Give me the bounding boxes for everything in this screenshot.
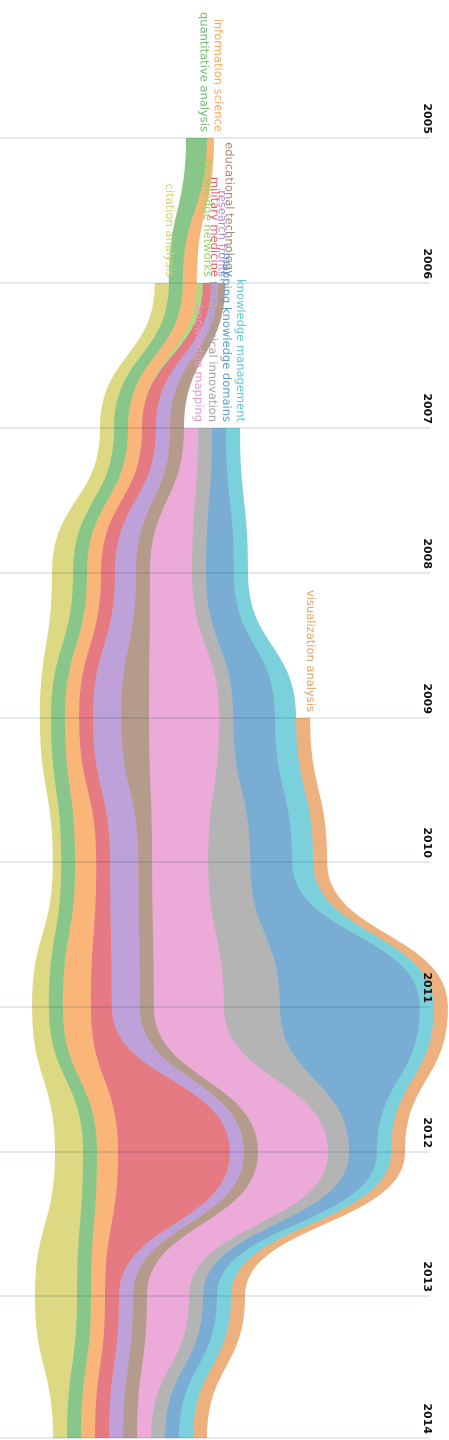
year-tick-label: 2010 xyxy=(421,827,434,858)
stream-information-science xyxy=(62,138,215,1438)
stream-citation-analysis xyxy=(32,283,169,1438)
stream-layer xyxy=(32,138,448,1438)
series-label: technological innovation xyxy=(206,281,220,422)
year-tick-label: 2006 xyxy=(421,248,434,279)
stream-visualization-analysis xyxy=(193,718,448,1438)
stream-military-medicine xyxy=(79,283,230,1438)
year-tick-label: 2011 xyxy=(421,972,434,1003)
series-label: knowledge management xyxy=(234,279,248,423)
year-tick-label: 2007 xyxy=(421,393,434,424)
stream-research-fronts xyxy=(93,283,244,1438)
stream-mapping-knowledge-domains xyxy=(165,428,420,1438)
series-label: visualization analysis xyxy=(304,590,318,712)
series-label: military medicine xyxy=(208,177,222,277)
year-tick-label: 2014 xyxy=(421,1403,434,1434)
series-label: quantitative analysis xyxy=(198,12,212,132)
stream-technological-innovation xyxy=(151,428,349,1438)
series-label: citation analysis xyxy=(163,184,177,277)
stream-quantitative-analysis xyxy=(48,138,208,1438)
series-label: information science xyxy=(212,19,226,132)
year-tick-label: 2005 xyxy=(421,103,434,134)
year-tick-label: 2008 xyxy=(421,538,434,569)
series-label: mapping knowledge domains xyxy=(220,253,234,422)
year-tick-label: 2009 xyxy=(421,683,434,714)
stream-knowledge-management xyxy=(179,428,434,1438)
year-tick-label: 2013 xyxy=(421,1261,434,1292)
series-label: knowledge mapping xyxy=(192,305,206,422)
stream-educational-technology xyxy=(121,283,258,1438)
series-label: knowledge networks xyxy=(201,158,215,277)
stream-knowledge-mapping xyxy=(137,428,328,1438)
label-layer: citation analysis quantitative analysis in… xyxy=(163,12,318,712)
series-label: educational technology xyxy=(223,142,237,277)
series-label: research fronts xyxy=(216,190,230,277)
year-tick-label: 2012 xyxy=(421,1117,434,1148)
year-axis: 2005 2006 2007 2008 2009 2010 2011 2012 2013 2014 xyxy=(421,103,434,1434)
